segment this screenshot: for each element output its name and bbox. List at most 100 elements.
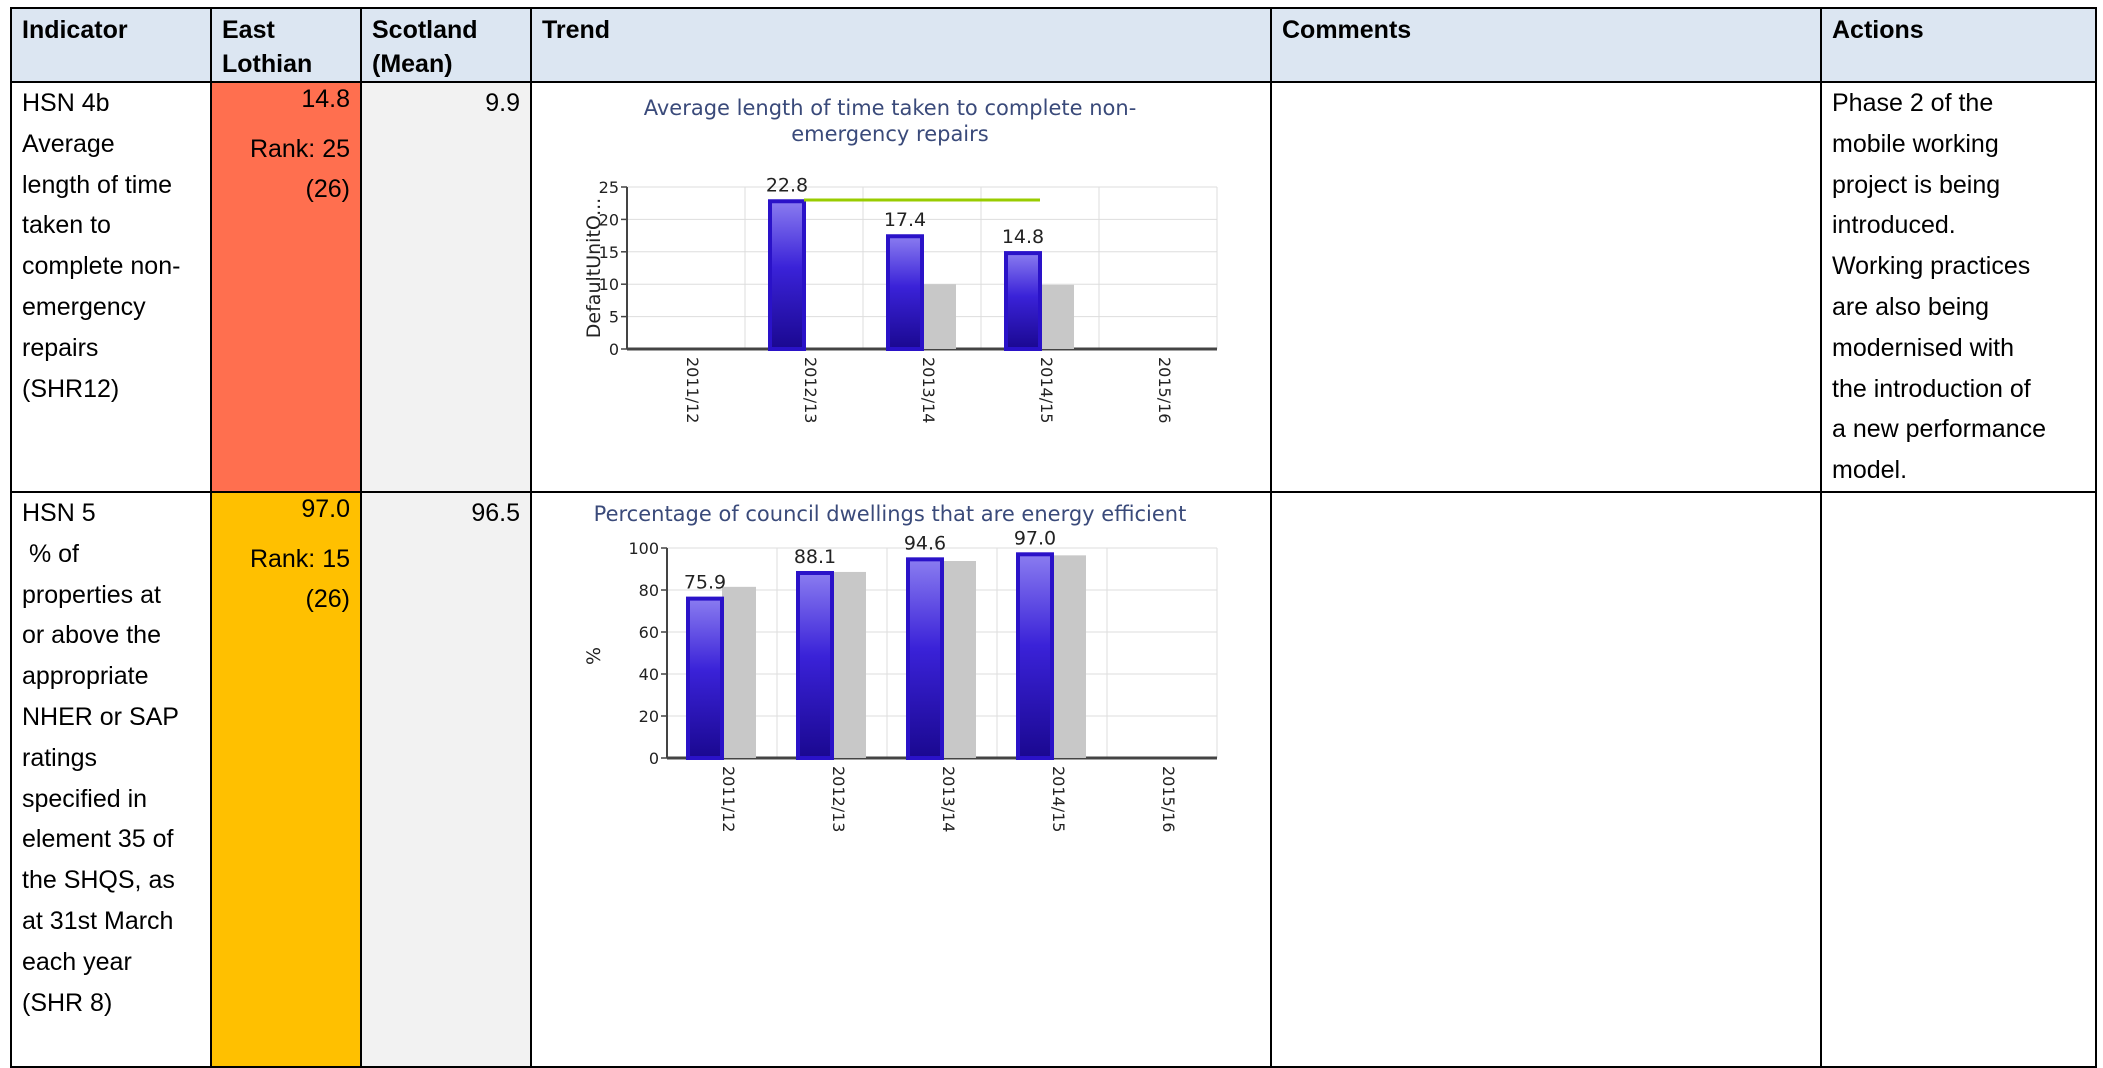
y-tick-label: 10 [599, 275, 619, 294]
cell-text-line: Working practices [1832, 252, 2031, 281]
bar-scotland [832, 571, 866, 758]
bar-east-lothian [886, 234, 924, 351]
trend-cell: Average length of time taken to complete… [530, 81, 1272, 493]
cell-text-line: at 31st March [22, 906, 174, 935]
cell-text-line: complete non- [22, 252, 181, 281]
y-tick-label: 5 [609, 308, 619, 327]
y-tick-label: 0 [609, 340, 619, 359]
cell-text-line: are also being [1832, 292, 1990, 321]
y-tick-label: 40 [639, 665, 659, 684]
bar-east-lothian [1004, 251, 1042, 351]
cell-text-line: properties at [22, 580, 161, 609]
cell-text-line: % of [22, 539, 79, 568]
x-tick-label: 2012/13 [829, 766, 848, 832]
x-tick-label: 2013/14 [919, 357, 938, 423]
data-label: 22.8 [766, 174, 808, 196]
actions-cell [1820, 490, 2097, 1068]
cell-text-line: length of time [22, 170, 173, 199]
cell-text-line: HSN 5 [22, 498, 96, 527]
y-tick-label: 0 [649, 749, 659, 768]
bar-scotland [942, 560, 976, 758]
bar-scotland [1052, 555, 1086, 758]
rank-label: Rank: 25 [249, 135, 350, 163]
header-row: Indicator East Lothian Scotland (Mean) Tre… [10, 7, 2097, 83]
rank-out-of: (26) [305, 175, 350, 203]
east-lothian-cell: 14.8 Rank: 25 (26) [210, 81, 362, 493]
cell-text-line: specified in [22, 784, 148, 813]
cell-text-line: each year [22, 947, 132, 976]
cell-text-line: introduced. [1832, 211, 1956, 240]
scotland-mean-cell: 9.9 [360, 81, 532, 493]
y-tick-label: 20 [599, 210, 619, 229]
x-tick-label: 2011/12 [683, 357, 702, 423]
y-axis-label: DefaultUnitO... [583, 198, 605, 338]
data-label: 14.8 [1002, 226, 1044, 248]
comments-cell [1270, 490, 1822, 1068]
cell-text-line: project is being [1832, 170, 2001, 199]
bar-east-lothian [686, 596, 724, 760]
header-actions: Actions [1820, 7, 2097, 83]
rank-out-of: (26) [305, 584, 350, 613]
trend-chart-repairs: Average length of time taken to complete… [583, 96, 1218, 423]
y-tick-label: 15 [599, 243, 619, 262]
x-tick-label: 2011/12 [719, 766, 738, 832]
y-tick-label: 80 [639, 581, 659, 600]
header-indicator: Indicator [10, 7, 212, 83]
cell-text-line: the SHQS, as [22, 866, 175, 895]
header-east-lothian: East Lothian [210, 7, 362, 83]
y-tick-label: 20 [639, 707, 659, 726]
chart-title: emergency repairs [791, 122, 988, 146]
cell-text-line: element 35 of [22, 825, 174, 854]
indicator-cell: HSN 5 % of properties at or above the appro… [10, 490, 212, 1068]
y-tick-label: 25 [599, 178, 619, 197]
x-tick-label: 2014/15 [1049, 766, 1068, 832]
y-tick-label: 60 [639, 623, 659, 642]
data-label: 88.1 [794, 546, 836, 568]
scotland-mean-value: 96.5 [471, 498, 520, 527]
cell-text-line: emergency [22, 292, 146, 321]
cell-text-line: Phase 2 of the [1832, 89, 1994, 117]
comments-cell [1270, 81, 1822, 493]
header-trend: Trend [530, 7, 1272, 83]
indicator-table: Indicator East Lothian Scotland (Mean) Tre… [10, 7, 2097, 1068]
scotland-mean-value: 9.9 [485, 89, 520, 117]
x-tick-label: 2015/16 [1155, 357, 1174, 423]
header-scotland-mean: Scotland (Mean) [360, 7, 532, 83]
cell-text-line: (SHR12) [22, 374, 120, 403]
bar-east-lothian [1016, 552, 1054, 760]
rank-label: Rank: 15 [249, 544, 350, 573]
x-tick-label: 2014/15 [1037, 357, 1056, 423]
x-tick-label: 2015/16 [1159, 766, 1178, 832]
cell-text-line: NHER or SAP [22, 702, 179, 731]
y-tick-label: 100 [628, 539, 659, 558]
data-label: 17.4 [884, 209, 926, 231]
trend-cell: Percentage of council dwellings that are… [530, 490, 1272, 1068]
cell-text-line: HSN 4b [22, 89, 110, 117]
chart-title: Percentage of council dwellings that are… [594, 502, 1187, 526]
trend-chart-energy: Percentage of council dwellings that are… [583, 502, 1218, 832]
cell-text-line: repairs [22, 333, 99, 362]
bar-scotland [922, 284, 956, 349]
cell-text-line: modernised with [1832, 333, 2015, 362]
header-comments: Comments [1270, 7, 1822, 83]
table-row: HSN 5 % of properties at or above the appro… [10, 490, 2097, 1068]
cell-text-line: appropriate [22, 662, 149, 691]
bar-east-lothian [768, 199, 806, 351]
indicator-cell: HSN 4b Average length of time taken to compl… [10, 81, 212, 493]
scotland-mean-cell: 96.5 [360, 490, 532, 1068]
bar-scotland [1040, 284, 1074, 349]
data-label: 94.6 [904, 532, 946, 554]
east-lothian-value: 97.0 [301, 494, 350, 523]
chart-title: Average length of time taken to complete… [644, 96, 1137, 120]
east-lothian-value: 14.8 [301, 85, 350, 113]
bar-east-lothian [796, 570, 834, 760]
bar-east-lothian [906, 557, 944, 760]
cell-text-line: or above the [22, 621, 161, 650]
cell-text-line: model. [1832, 456, 1908, 485]
x-tick-label: 2012/13 [801, 357, 820, 423]
cell-text-line: taken to [22, 211, 111, 240]
table-row: HSN 4b Average length of time taken to compl… [10, 81, 2097, 493]
y-axis-label: % [583, 647, 605, 665]
bar-scotland [722, 586, 756, 758]
data-label: 97.0 [1014, 527, 1056, 549]
